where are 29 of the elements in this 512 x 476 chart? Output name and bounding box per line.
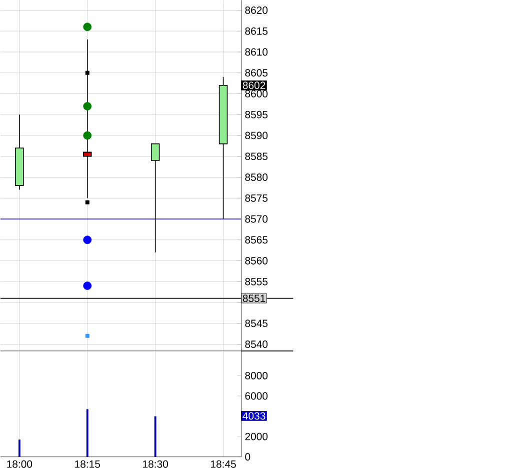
x-tick-label: 18:15 xyxy=(75,460,100,468)
y-tick-label: 8555 xyxy=(245,278,268,286)
y-tick-label: 8620 xyxy=(245,6,268,14)
annotation: 4033 xyxy=(242,412,266,420)
x-tick-label: 18:00 xyxy=(7,460,32,468)
annotation: 8602 xyxy=(242,82,266,90)
y-tick-label: 8570 xyxy=(245,215,268,223)
y-tick-label: 8540 xyxy=(245,340,268,348)
y-tick-label: 8585 xyxy=(245,152,268,160)
y-tick-label: 8575 xyxy=(245,194,268,202)
y-tick-label: 8610 xyxy=(245,48,268,56)
x-tick-label: 18:45 xyxy=(210,460,236,468)
candlestick xyxy=(83,39,92,199)
candlestick xyxy=(150,144,160,253)
y-tick-label: 6000 xyxy=(245,392,268,400)
y-tick-label: 8565 xyxy=(245,236,268,244)
y-tick-label: 8545 xyxy=(245,320,268,328)
y-tick-label: 8590 xyxy=(245,132,268,140)
y-tick-label: 8605 xyxy=(245,69,268,77)
ref-line-label: 8551 xyxy=(242,294,266,302)
x-tick-label: 18:30 xyxy=(143,460,168,468)
y-tick-label: 8595 xyxy=(245,110,268,118)
y-tick-label: 8000 xyxy=(245,372,268,380)
y-tick-label: 2000 xyxy=(245,432,268,440)
y-tick-label: 8615 xyxy=(245,27,268,35)
y-tick-label: 0 xyxy=(245,453,250,461)
y-tick-label: 8560 xyxy=(245,257,268,265)
y-tick-label: 8600 xyxy=(245,90,268,98)
y-tick-label: 8580 xyxy=(245,174,268,182)
